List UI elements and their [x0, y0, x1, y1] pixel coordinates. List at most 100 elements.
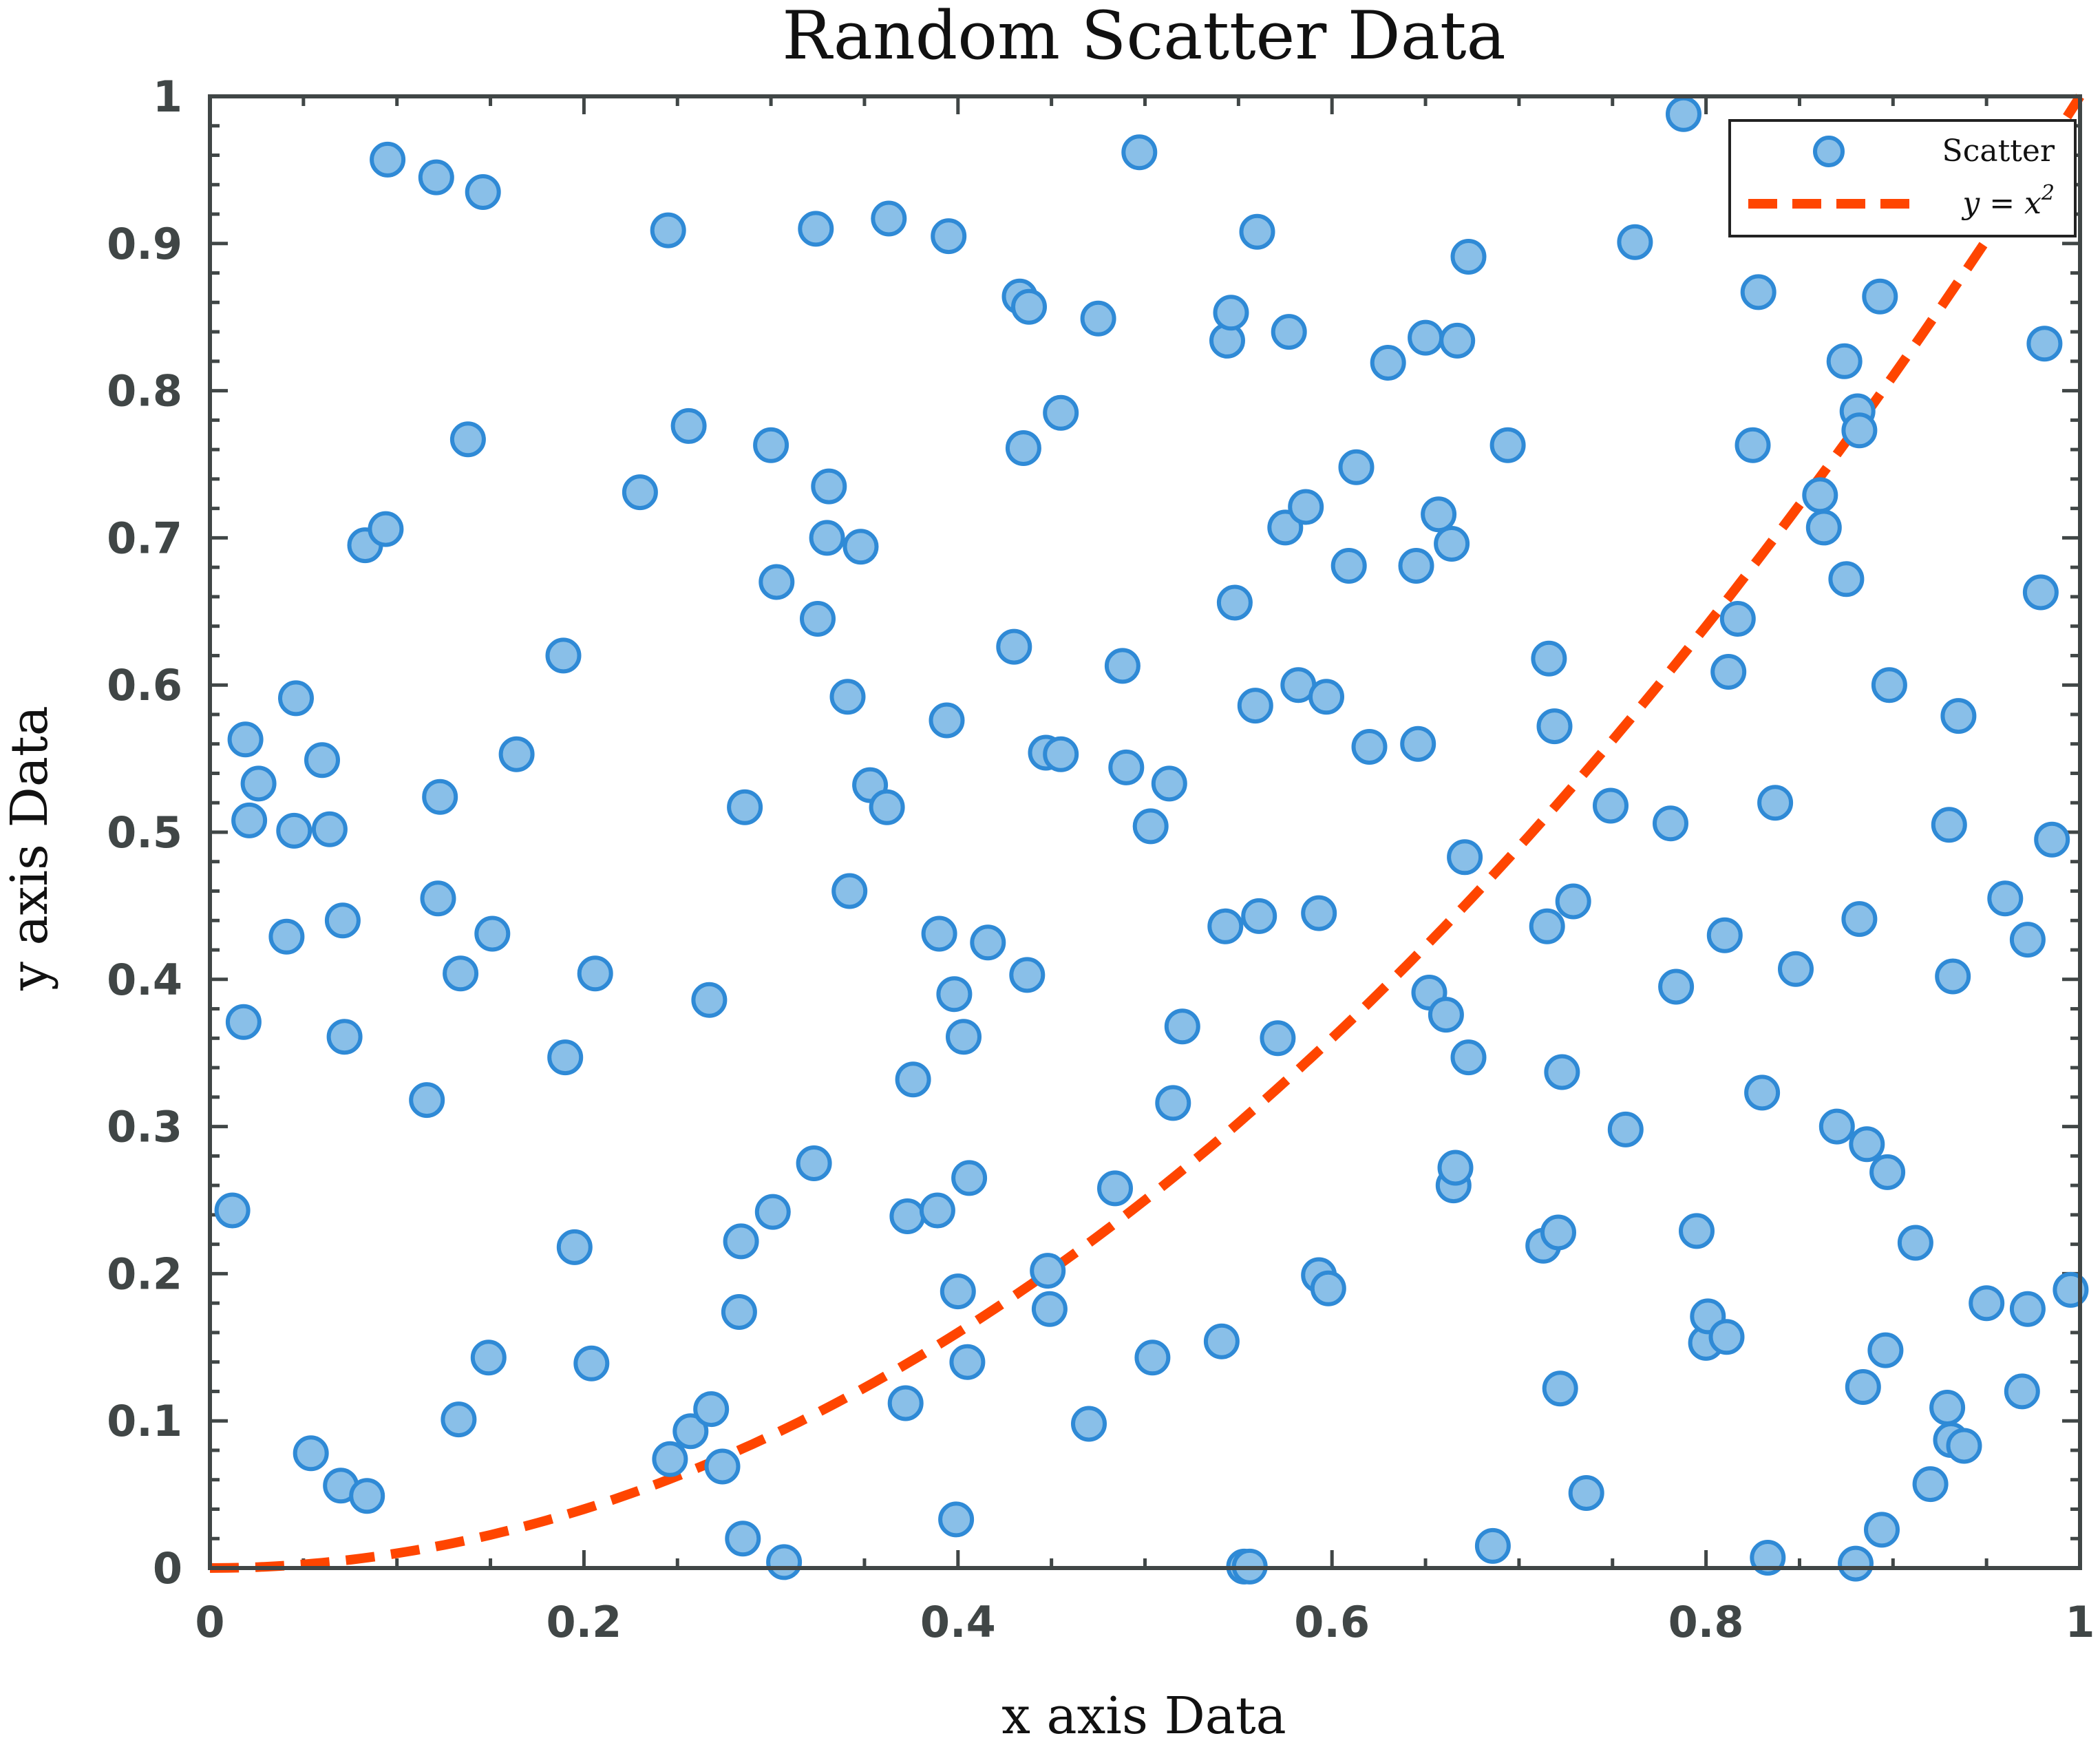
scatter-point	[1869, 1154, 1906, 1190]
scatter-point	[474, 915, 511, 952]
scatter-point	[753, 427, 789, 463]
scatter-point	[545, 637, 582, 674]
scatter-point	[759, 564, 795, 600]
x-tick-label: 0.4	[920, 1597, 996, 1647]
legend-scatter-label: Scatter	[1942, 134, 2055, 169]
scatter-point	[1450, 239, 1487, 275]
scatter-point	[869, 789, 905, 825]
scatter-point	[1155, 1085, 1191, 1121]
legend-box	[1728, 119, 2077, 237]
scatter-point	[721, 1294, 757, 1330]
scatter-point	[1826, 343, 1863, 379]
scatter-point	[842, 529, 879, 565]
scatter-point	[1757, 785, 1794, 821]
scatter-point	[465, 174, 501, 210]
y-tick-label: 0.6	[107, 660, 182, 710]
curve-y-equals-x-squared	[209, 94, 2084, 1573]
scatter-point	[704, 1448, 741, 1485]
x-tick-label: 0.6	[1294, 1597, 1370, 1647]
scatter-point	[276, 812, 312, 849]
scatter-point	[1164, 1008, 1200, 1045]
legend: Scatter y = x2	[1728, 119, 2077, 237]
scatter-point	[650, 212, 686, 248]
scatter-point	[498, 736, 535, 772]
scatter-point	[1450, 1039, 1487, 1076]
scatter-point	[2004, 1373, 2040, 1410]
scatter-point	[1031, 1291, 1068, 1327]
scatter-point	[725, 1521, 761, 1557]
scatter-point	[1132, 808, 1169, 845]
scatter-point	[798, 211, 834, 247]
scatter-point	[293, 1435, 329, 1472]
y-tick-label: 0	[153, 1543, 182, 1594]
y-tick-label: 1	[153, 72, 182, 122]
scatter-point	[1929, 1390, 1966, 1426]
scatter-point	[1439, 322, 1476, 359]
scatter-point	[418, 159, 454, 195]
scatter-point	[1841, 412, 1878, 449]
scatter-point	[1237, 688, 1273, 724]
scatter-point	[311, 811, 348, 847]
scatter-point	[938, 1501, 975, 1538]
scatter-point	[1043, 736, 1079, 772]
x-tick-label: 0	[195, 1597, 224, 1647]
scatter-point	[1744, 1074, 1781, 1111]
scatter-point	[936, 976, 973, 1013]
plot-area-frame	[208, 94, 2082, 1570]
scatter-point	[1864, 1512, 1900, 1548]
x-tick-label: 0.8	[1668, 1597, 1744, 1647]
scatter-point	[1271, 314, 1307, 350]
scatter-point	[577, 955, 613, 992]
scatter-point	[1802, 477, 1838, 513]
scatter-point	[1617, 224, 1653, 260]
scatter-point	[1213, 295, 1249, 331]
scatter-point	[349, 1478, 385, 1514]
scatter-point	[441, 1401, 477, 1438]
scatter-point	[1778, 951, 1814, 987]
scatter-point	[1666, 96, 1701, 132]
scatter-point	[449, 421, 486, 458]
scatter-point	[1828, 561, 1865, 597]
scatter-point	[622, 474, 658, 511]
scatter-point	[2034, 821, 2070, 858]
scatter-point	[940, 1273, 976, 1310]
scatter-point	[214, 1192, 251, 1229]
scatter-point	[1400, 726, 1436, 762]
scatter-point	[1421, 496, 1457, 533]
scatter-point	[652, 1441, 688, 1477]
scatter-point	[2009, 922, 2046, 958]
scatter-point	[1544, 1054, 1580, 1090]
scatter-point	[240, 765, 277, 802]
scatter-point	[227, 721, 264, 758]
scatter-point	[1867, 1332, 1904, 1368]
x-axis-label: x axis Data	[1001, 1686, 1286, 1746]
scatter-point	[1474, 1527, 1511, 1564]
x-tick-label: 1	[2065, 1597, 2094, 1647]
scatter-point	[766, 1544, 803, 1580]
scatter-point	[443, 955, 479, 992]
scatter-point	[1288, 489, 1324, 525]
scatter-point	[796, 1145, 832, 1181]
scatter-point	[1679, 1213, 1715, 1249]
tick-labels: 0 0.2 0.4 0.6 0.8 1 0 0.1 0.2 0.3 0.4 0.5 0.6 0.7 0.8 0…	[107, 72, 2094, 1647]
scatter-point	[1849, 1126, 1885, 1163]
scatter-point	[1946, 1428, 1982, 1464]
curve-layer	[209, 94, 2084, 1573]
scatter-point	[1838, 1545, 1874, 1582]
scatter-point	[929, 702, 965, 739]
scatter-point	[871, 200, 907, 237]
scatter-point	[1437, 1150, 1474, 1186]
scatter-point	[1239, 213, 1275, 250]
scatter-point	[268, 918, 305, 955]
y-tick-label: 0.5	[107, 807, 182, 858]
scatter-point	[1931, 807, 1967, 843]
scatter-point	[556, 1229, 593, 1265]
x-tick-label: 0.2	[546, 1597, 622, 1647]
scatter-point	[727, 789, 763, 825]
y-axis-label: y axis Data	[0, 706, 59, 991]
points-layer	[214, 96, 2089, 1585]
scatter-point	[1542, 1370, 1578, 1407]
scatter-point	[1536, 708, 1573, 745]
scatter-point	[1398, 548, 1434, 584]
